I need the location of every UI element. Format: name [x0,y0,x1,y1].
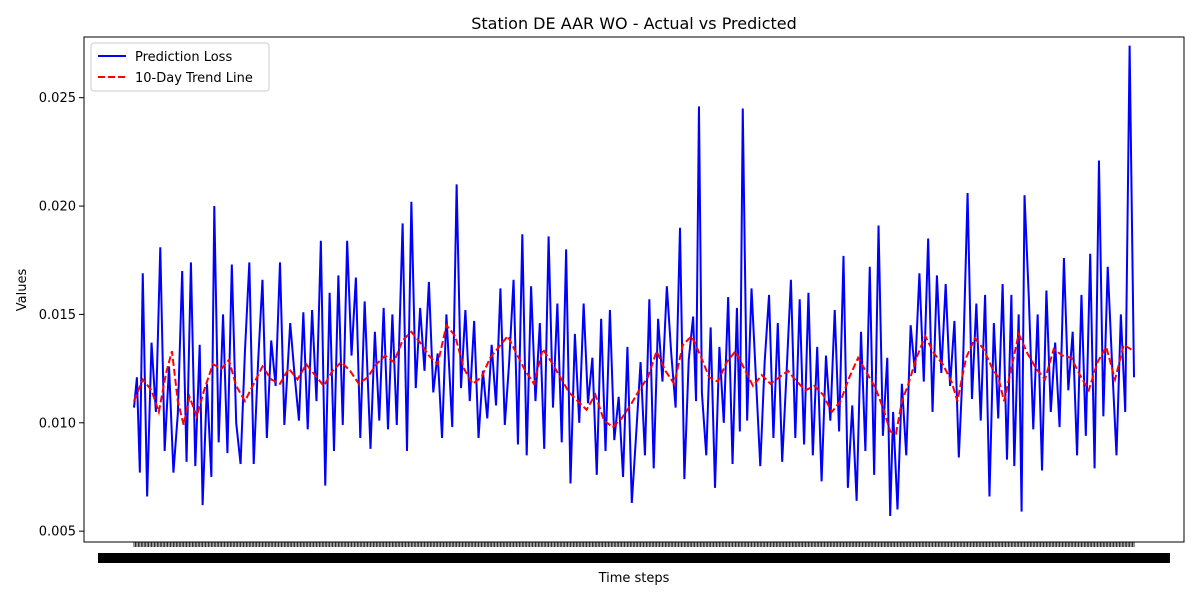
legend-box [90,42,270,92]
y-tick-label: 0.020 [39,200,76,215]
y-tick-label: 0.005 [39,525,76,540]
plot-frame [83,36,1185,543]
x-tick-marks [133,542,1135,547]
chart-title: Station DE AAR WO - Actual vs Predicted [471,14,797,33]
x-axis-label: Time steps [598,571,670,586]
trend-line [133,323,1135,435]
legend-label-trend-line: 10-Day Trend Line [135,71,253,86]
legend: Prediction Loss 10-Day Trend Line [90,42,270,92]
x-axis-ticks [98,542,1170,563]
y-axis-ticks: 0.005 0.010 0.015 0.020 0.025 [39,91,84,540]
legend-label-prediction-loss: Prediction Loss [135,50,232,65]
y-axis-label: Values [15,269,30,312]
prediction-loss-line [133,45,1135,517]
y-tick-label: 0.025 [39,91,76,106]
y-tick-label: 0.010 [39,416,76,431]
plot-area: 0.005 0.010 0.015 0.020 0.025 [39,36,1185,563]
x-tick-labels-overlapping [98,553,1170,563]
y-tick-label: 0.015 [39,308,76,323]
